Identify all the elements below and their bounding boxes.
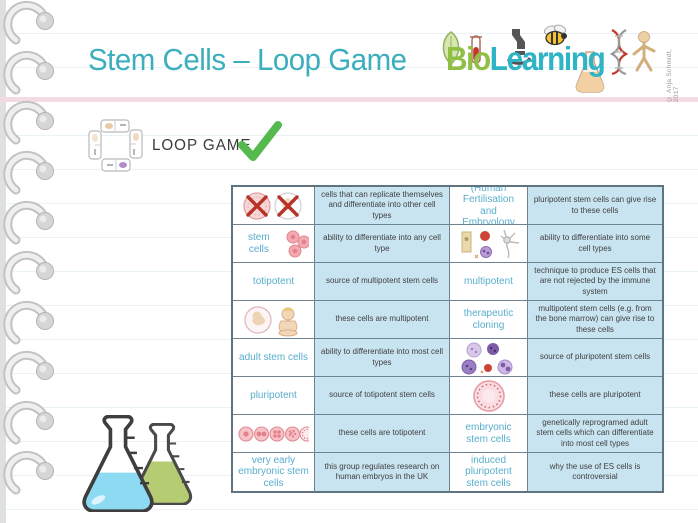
biolearning-logo: BioLearning © Anja Schmidt, 2017 <box>436 22 686 102</box>
table-cell: source of pluripotent stem cells <box>528 339 662 377</box>
table-cell: embryonic stem cells <box>450 415 528 453</box>
table-cell: this group regulates research on human e… <box>315 453 450 491</box>
table-cell: genetically reprogramed adult stem cells… <box>528 415 662 453</box>
table-cell <box>233 301 315 339</box>
table-cell: multipotent stem cells (e.g. from the bo… <box>528 301 662 339</box>
table-cell <box>450 225 528 263</box>
table-cell: ability to differentiate into some cell … <box>528 225 662 263</box>
loop-game-label: LOOP GAME <box>152 137 252 154</box>
logo-bio-text: Bio <box>446 40 491 77</box>
differentiated-cells-icon <box>461 229 519 258</box>
table-cell: HFEA (Human Fertilisation and Embryology… <box>450 187 528 225</box>
table-cell: source of totipotent stem cells <box>315 377 450 415</box>
table-cell: ability to differentiate into most cell … <box>315 339 450 377</box>
table-cell: adult stem cells <box>233 339 315 377</box>
dividing-cells-icon <box>238 425 309 442</box>
table-cell: stem cells <box>233 225 315 263</box>
table-cell: totipotent <box>233 263 315 301</box>
table-cell: pluripotent <box>233 377 315 415</box>
table-cell: therapeutic cloning <box>450 301 528 339</box>
loop-game-table: cells that can replicate themselves and … <box>231 185 664 493</box>
blastocyst-icon <box>472 379 505 412</box>
page-title: Stem Cells – Loop Game <box>88 42 407 77</box>
microscope-icon <box>506 29 532 65</box>
logo-wordmark: BioLearning <box>446 40 606 78</box>
table-cell: very early embryonic stem cells <box>233 453 315 491</box>
table-cell: pluripotent stem cells can give rise to … <box>528 187 662 225</box>
table-cell: multipotent <box>450 263 528 301</box>
dna-icon <box>609 29 629 76</box>
logo-learning-text: Learning <box>489 40 606 77</box>
loop-game-dominoes-icon <box>88 119 143 172</box>
leaf-icon <box>442 31 460 66</box>
table-cell: why the use of ES cells is controversial <box>528 453 662 491</box>
table-cell-label: stem cells <box>248 232 270 255</box>
spiral-binding-icon <box>0 0 62 523</box>
green-check-icon <box>238 121 282 161</box>
table-cell: these cells are multipotent <box>315 301 450 339</box>
table-cell <box>233 187 315 225</box>
table-cell: source of multipotent stem cells <box>315 263 450 301</box>
table-cell: ability to differentiate into any cell t… <box>315 225 450 263</box>
table-cell <box>450 339 528 377</box>
blue-flask-icon <box>82 415 154 512</box>
table-cell: these cells are pluripotent <box>528 377 662 415</box>
pink-rule-line <box>0 97 698 102</box>
crossed-out-cells-icon <box>242 191 302 220</box>
bee-icon <box>543 24 567 46</box>
flasks-illustration <box>80 408 215 512</box>
skeleton-figure-icon <box>632 31 656 72</box>
flask-doodle-icon <box>575 51 605 93</box>
copyright-text: © Anja Schmidt, 2017 <box>666 48 680 102</box>
table-cell: technique to produce ES cells that are n… <box>528 263 662 301</box>
blood-cells-icon <box>461 342 512 374</box>
test-tube-icon <box>470 35 482 64</box>
table-cell <box>233 415 315 453</box>
embryo-and-baby-icon <box>243 305 297 336</box>
table-cell: induced pluripotent stem cells <box>450 453 528 491</box>
page-edge <box>0 0 6 523</box>
table-cell <box>450 377 528 415</box>
table-cell: cells that can replicate themselves and … <box>315 187 450 225</box>
stem-cells-cluster-icon <box>286 230 309 257</box>
table-cell: these cells are totipotent <box>315 415 450 453</box>
